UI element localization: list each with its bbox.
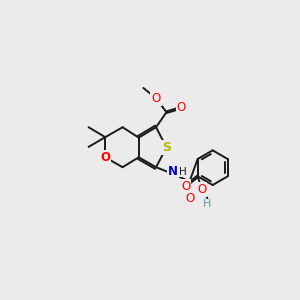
Text: N: N bbox=[168, 165, 178, 178]
Text: O: O bbox=[152, 92, 161, 105]
Text: S: S bbox=[162, 141, 171, 154]
Text: O: O bbox=[100, 151, 110, 164]
Text: O: O bbox=[177, 101, 186, 114]
Text: O: O bbox=[185, 192, 194, 205]
Text: H: H bbox=[179, 167, 187, 177]
Text: O: O bbox=[181, 179, 190, 193]
Text: O: O bbox=[197, 183, 206, 196]
Text: H: H bbox=[203, 200, 212, 209]
